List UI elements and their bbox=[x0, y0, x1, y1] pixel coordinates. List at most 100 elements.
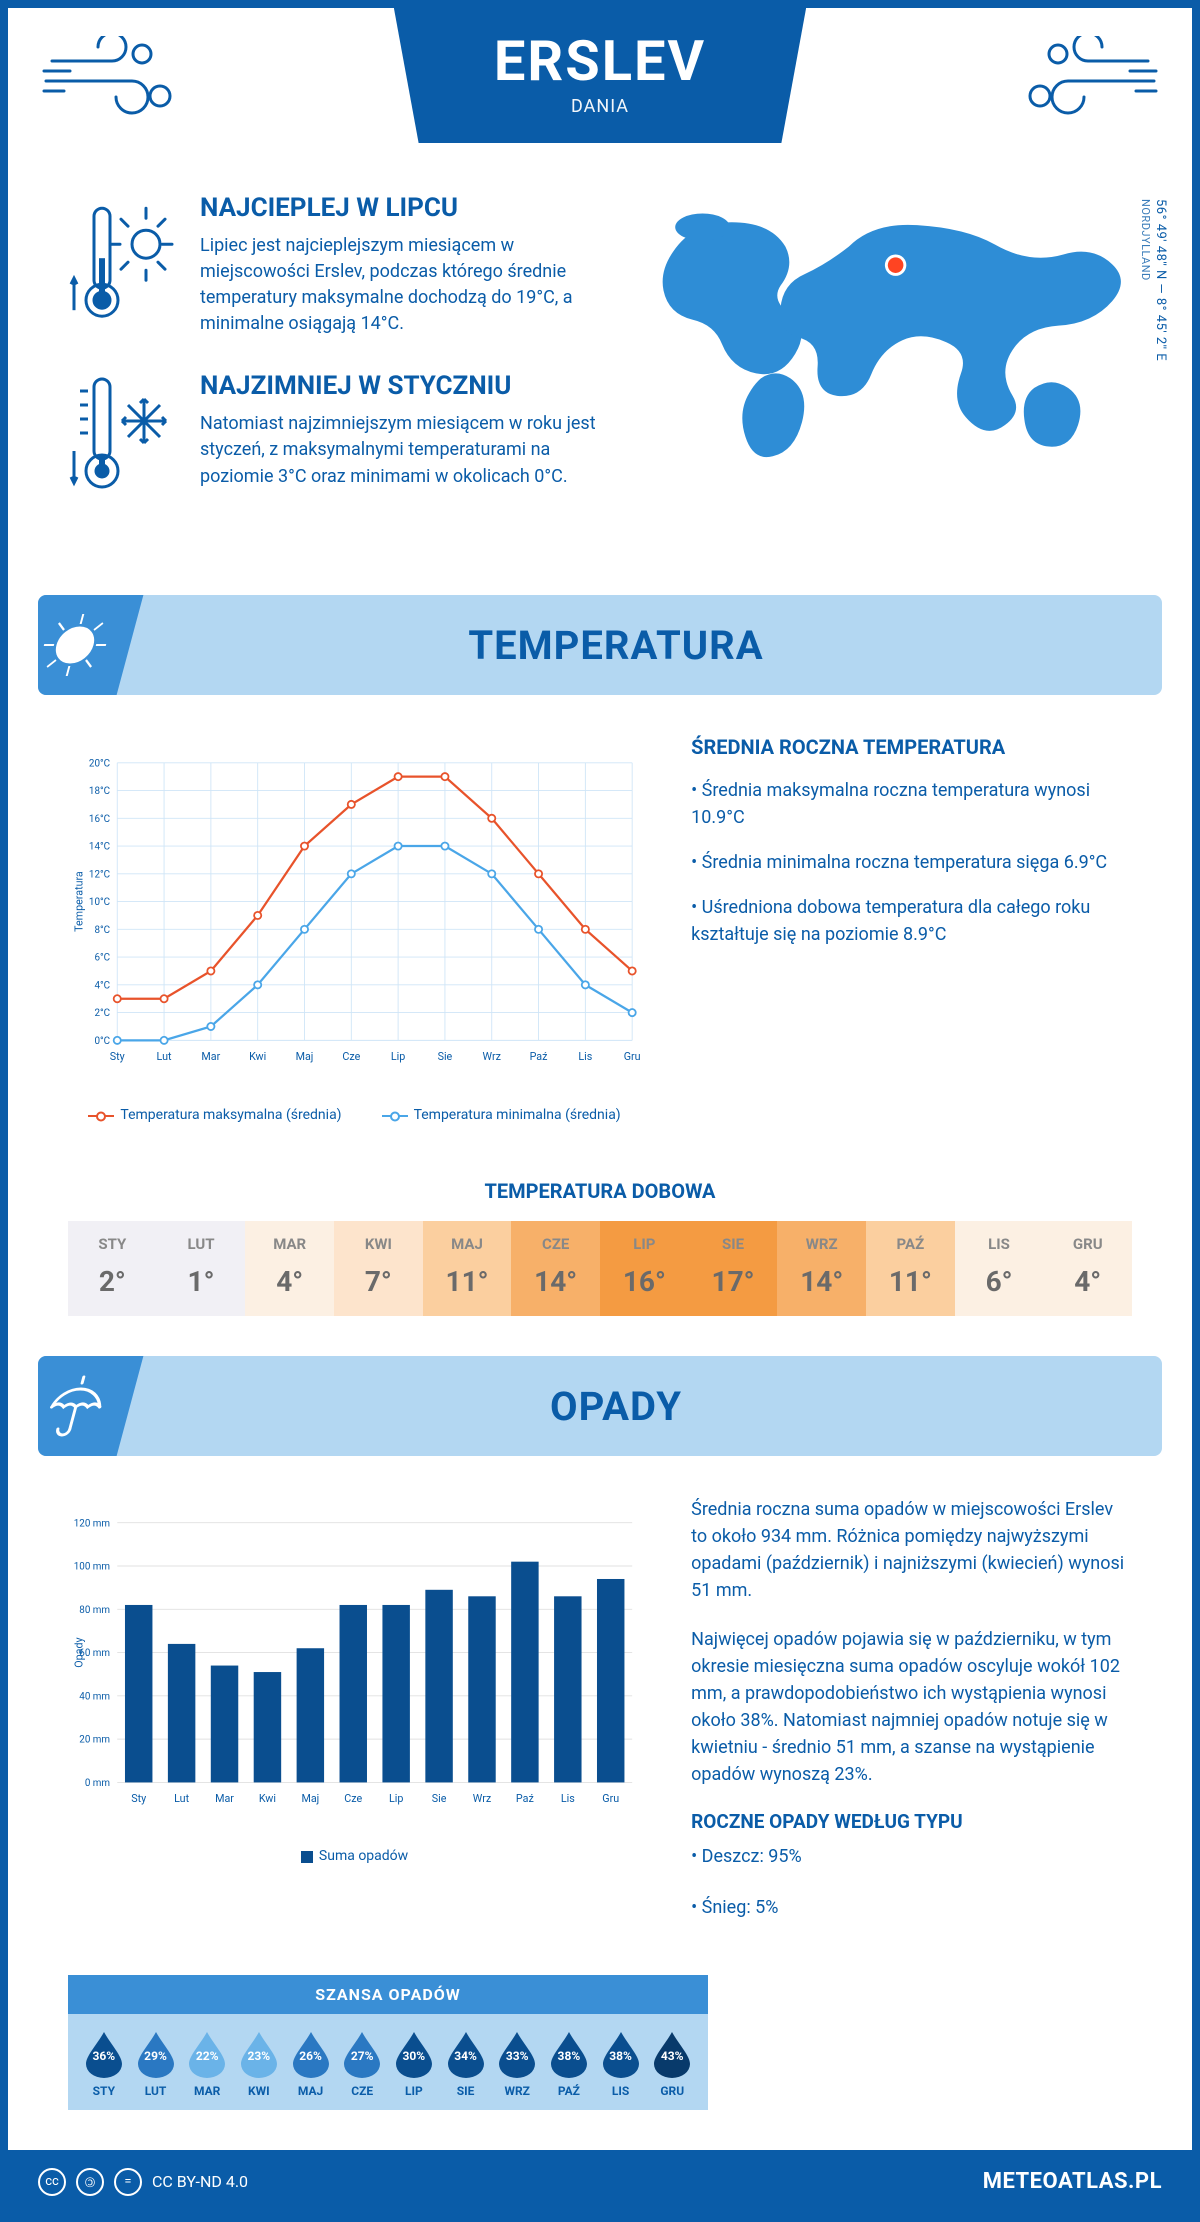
intro-row: NAJCIEPLEJ W LIPCU Lipiec jest najcieple… bbox=[8, 183, 1192, 575]
daily-cell: MAJ11° bbox=[423, 1221, 512, 1316]
svg-text:Mar: Mar bbox=[215, 1792, 234, 1805]
precip-chance-body: 36% STY 29% LUT 22% MAR 23% KWI 26% MAJ bbox=[68, 2014, 708, 2110]
precip-chance-panel: SZANSA OPADÓW 36% STY 29% LUT 22% MAR 23… bbox=[68, 1975, 708, 2110]
svg-text:40 mm: 40 mm bbox=[79, 1692, 110, 1703]
svg-text:Sie: Sie bbox=[432, 1792, 447, 1805]
svg-text:100 mm: 100 mm bbox=[74, 1562, 110, 1573]
temperature-chart: 0°C2°C4°C6°C8°C10°C12°C14°C16°C18°C20°CS… bbox=[68, 735, 641, 1123]
footer: cc 🄯 = CC BY-ND 4.0 METEOATLAS.PL bbox=[8, 2150, 1192, 2214]
daily-temp-grid: STY2°LUT1°MAR4°KWI7°MAJ11°CZE14°LIP16°SI… bbox=[68, 1221, 1132, 1316]
coldest-title: NAJZIMNIEJ W STYCZNIU bbox=[200, 371, 604, 401]
svg-text:Lip: Lip bbox=[389, 1792, 403, 1805]
svg-text:Lut: Lut bbox=[157, 1050, 172, 1063]
svg-text:Kwi: Kwi bbox=[259, 1792, 276, 1805]
daily-cell: MAR4° bbox=[245, 1221, 334, 1316]
svg-text:Maj: Maj bbox=[301, 1792, 319, 1805]
warmest-title: NAJCIEPLEJ W LIPCU bbox=[200, 193, 604, 223]
section-temperature-title: TEMPERATURA bbox=[70, 622, 1162, 669]
daily-cell: KWI7° bbox=[334, 1221, 423, 1316]
svg-text:Sty: Sty bbox=[110, 1050, 125, 1063]
sun-icon bbox=[38, 610, 119, 680]
daily-cell: GRU4° bbox=[1043, 1221, 1132, 1316]
section-temperature-head: TEMPERATURA bbox=[38, 595, 1162, 695]
precip-type-snow: • Śnieg: 5% bbox=[691, 1894, 1132, 1923]
daily-cell: LIS6° bbox=[955, 1221, 1044, 1316]
daily-cell: LUT1° bbox=[157, 1221, 246, 1316]
precip-p2: Najwięcej opadów pojawia się w październ… bbox=[691, 1626, 1132, 1788]
precip-p1: Średnia roczna suma opadów w miejscowośc… bbox=[691, 1496, 1132, 1604]
chance-drop: 43% GRU bbox=[646, 2030, 698, 2098]
section-stripe bbox=[38, 595, 143, 695]
thermometer-snow-icon bbox=[68, 371, 178, 501]
daily-cell: STY2° bbox=[68, 1221, 157, 1316]
svg-text:20 mm: 20 mm bbox=[79, 1735, 110, 1746]
cc-icon: cc bbox=[38, 2168, 66, 2196]
header: ERSLEV DANIA bbox=[8, 8, 1192, 183]
precip-area: 0 mm20 mm40 mm60 mm80 mm100 mm120 mmStyL… bbox=[8, 1486, 1192, 1965]
warmest-block: NAJCIEPLEJ W LIPCU Lipiec jest najcieple… bbox=[68, 193, 604, 337]
chance-drop: 38% LIS bbox=[595, 2030, 647, 2098]
daily-cell: WRZ14° bbox=[777, 1221, 866, 1316]
license-text: CC BY-ND 4.0 bbox=[152, 2172, 248, 2191]
section-precip-head: OPADY bbox=[38, 1356, 1162, 1456]
daily-cell: SIE17° bbox=[689, 1221, 778, 1316]
svg-text:2°C: 2°C bbox=[94, 1009, 110, 1020]
svg-text:16°C: 16°C bbox=[89, 814, 110, 825]
precip-legend: Suma opadów bbox=[68, 1848, 641, 1864]
svg-text:Sie: Sie bbox=[438, 1050, 453, 1063]
chance-drop: 34% SIE bbox=[440, 2030, 492, 2098]
svg-text:Mar: Mar bbox=[201, 1050, 220, 1063]
temp-summary-title: ŚREDNIA ROCZNA TEMPERATURA bbox=[691, 735, 1132, 759]
section-precip-title: OPADY bbox=[70, 1383, 1162, 1430]
svg-text:20°C: 20°C bbox=[89, 759, 110, 770]
temperature-legend: Temperatura maksymalna (średnia) Tempera… bbox=[68, 1107, 641, 1123]
intro-left: NAJCIEPLEJ W LIPCU Lipiec jest najcieple… bbox=[68, 193, 604, 535]
chance-drop: 30% LIP bbox=[388, 2030, 440, 2098]
chance-drop: 23% KWI bbox=[233, 2030, 285, 2098]
coordinates: 56° 49' 48'' N — 8° 45' 2'' E NORDJYLLAN… bbox=[1138, 199, 1168, 361]
svg-text:Opady: Opady bbox=[72, 1638, 85, 1668]
svg-text:Gru: Gru bbox=[624, 1050, 641, 1063]
precip-type-title: ROCZNE OPADY WEDŁUG TYPU bbox=[691, 1810, 1132, 1833]
svg-text:Temperatura: Temperatura bbox=[72, 871, 85, 932]
temperature-area: 0°C2°C4°C6°C8°C10°C12°C14°C16°C18°C20°CS… bbox=[8, 725, 1192, 1153]
chance-drop: 27% CZE bbox=[336, 2030, 388, 2098]
precip-summary: Średnia roczna suma opadów w miejscowośc… bbox=[691, 1496, 1132, 1945]
svg-text:Gru: Gru bbox=[602, 1792, 619, 1805]
wind-icon bbox=[42, 36, 182, 126]
country-subtitle: DANIA bbox=[494, 96, 706, 117]
thermometer-sun-icon bbox=[68, 193, 178, 337]
precip-chance-title: SZANSA OPADÓW bbox=[68, 1975, 708, 2014]
svg-text:Lis: Lis bbox=[578, 1050, 592, 1063]
svg-text:Sty: Sty bbox=[131, 1792, 146, 1805]
svg-text:Paź: Paź bbox=[516, 1792, 534, 1805]
coldest-block: NAJZIMNIEJ W STYCZNIU Natomiast najzimni… bbox=[68, 371, 604, 501]
daily-temp-title: TEMPERATURA DOBOWA bbox=[8, 1179, 1192, 1203]
svg-text:Lip: Lip bbox=[391, 1050, 405, 1063]
title-banner: ERSLEV DANIA bbox=[394, 8, 806, 143]
svg-text:0 mm: 0 mm bbox=[85, 1778, 110, 1789]
site-name: METEOATLAS.PL bbox=[983, 2169, 1162, 2194]
svg-text:Wrz: Wrz bbox=[483, 1050, 501, 1063]
svg-text:6°C: 6°C bbox=[94, 953, 110, 964]
daily-cell: PAŹ11° bbox=[866, 1221, 955, 1316]
nd-icon: = bbox=[114, 2168, 142, 2196]
chance-drop: 36% STY bbox=[78, 2030, 130, 2098]
section-stripe bbox=[38, 1356, 143, 1456]
svg-text:Lut: Lut bbox=[174, 1792, 189, 1805]
city-title: ERSLEV bbox=[494, 28, 706, 94]
svg-text:Cze: Cze bbox=[342, 1050, 360, 1063]
precip-chart: 0 mm20 mm40 mm60 mm80 mm100 mm120 mmStyL… bbox=[68, 1496, 641, 1945]
warmest-text: Lipiec jest najcieplejszym miesiącem w m… bbox=[200, 233, 604, 337]
svg-text:12°C: 12°C bbox=[89, 870, 110, 881]
daily-cell: LIP16° bbox=[600, 1221, 689, 1316]
svg-text:0°C: 0°C bbox=[94, 1036, 110, 1047]
svg-text:18°C: 18°C bbox=[89, 786, 110, 797]
temp-summary-b1: • Średnia maksymalna roczna temperatura … bbox=[691, 777, 1132, 831]
chance-drop: 33% WRZ bbox=[491, 2030, 543, 2098]
map-area: 56° 49' 48'' N — 8° 45' 2'' E NORDJYLLAN… bbox=[644, 193, 1132, 535]
svg-text:Paź: Paź bbox=[530, 1050, 548, 1063]
chance-drop: 22% MAR bbox=[181, 2030, 233, 2098]
svg-text:80 mm: 80 mm bbox=[79, 1605, 110, 1616]
svg-text:Maj: Maj bbox=[296, 1050, 314, 1063]
